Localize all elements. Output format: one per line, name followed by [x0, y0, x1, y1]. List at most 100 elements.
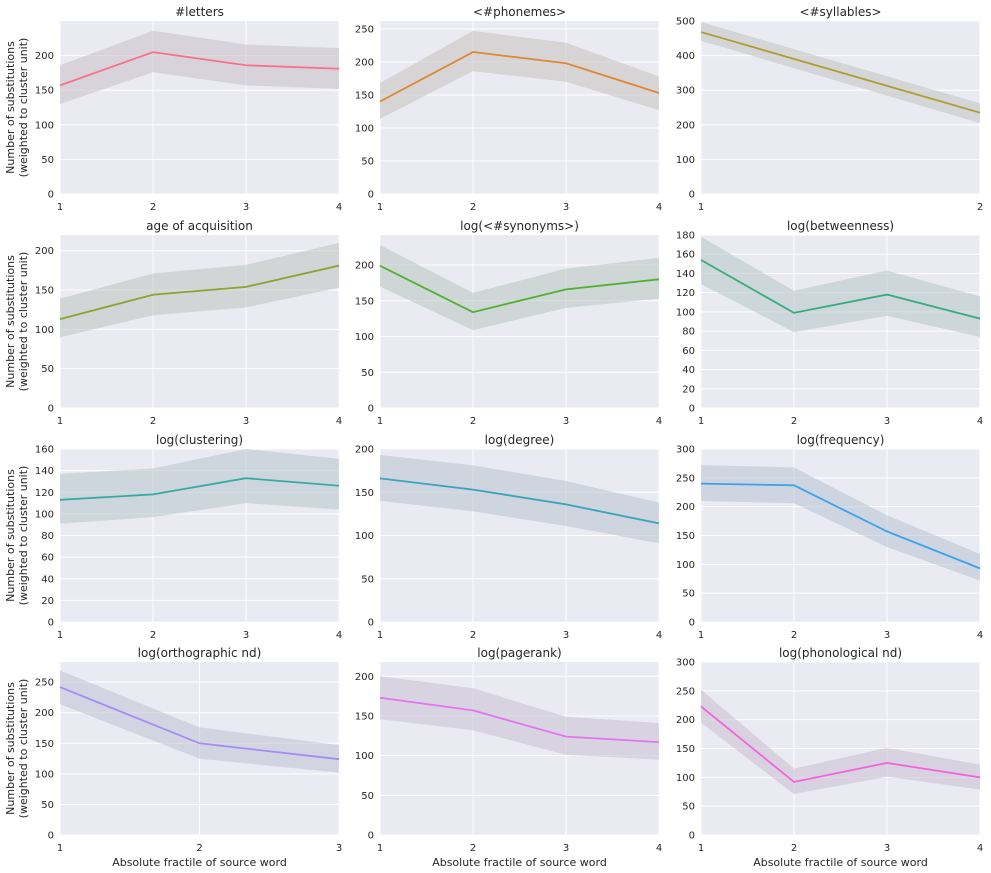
y-axis-label: Number of substitutions: [4, 682, 17, 815]
panel-title: log(pagerank): [477, 646, 561, 660]
x-tick-label: 2: [470, 416, 476, 427]
panel-title: log(<#synonyms>): [460, 219, 579, 233]
x-tick-label: 1: [377, 202, 383, 213]
series-line: [59, 51, 340, 87]
x-tick-label: 2: [150, 416, 156, 427]
panel: 0 50 100 150 200 1 2 3 4 log(<#synonyms>): [355, 219, 662, 427]
confidence-band-shade: [60, 30, 339, 105]
confidence-band-shade: [380, 455, 659, 544]
x-tick-label: 4: [336, 202, 342, 213]
y-tick-label: 140: [35, 466, 54, 477]
x-tick-label: 4: [336, 416, 342, 427]
series-line: [700, 705, 981, 783]
x-tick-label: 4: [977, 630, 983, 641]
series-line: [59, 686, 340, 761]
y-axis-label: (weighted to cluster unit): [17, 679, 30, 819]
x-tick-label: 1: [57, 843, 63, 854]
x-tick-label: 4: [977, 416, 983, 427]
y-tick-label: 200: [35, 51, 54, 62]
x-tick-label: 3: [884, 416, 890, 427]
panel-title: <#phonemes>: [473, 5, 566, 19]
y-tick-label: 200: [676, 120, 695, 131]
y-tick-label: 0: [689, 618, 695, 629]
y-tick-label: 100: [355, 123, 374, 134]
x-tick-label: 1: [698, 202, 704, 213]
x-tick-label: 4: [656, 630, 662, 641]
y-tick-label: 100: [676, 155, 695, 166]
panel-title: log(betweenness): [787, 219, 894, 233]
panel: 0 50 100 150 200 250 1 2 3 4 <#phonemes>: [355, 5, 662, 213]
y-tick-label: 150: [676, 744, 695, 755]
x-tick-label: 3: [243, 202, 249, 213]
y-tick-label: 100: [676, 773, 695, 784]
panel: 0 50 100 150 200 250 300 1 2 3 4 log(phonological n…: [676, 646, 983, 869]
panel: 0 50 100 150 200 1 2 3 4 age of acquisition Number…: [4, 219, 342, 427]
y-tick-label: 200: [355, 445, 374, 456]
y-tick-label: 100: [355, 531, 374, 542]
y-tick-label: 250: [676, 686, 695, 697]
panel: 0 50 100 150 200 1 2 3 4 #letters Number of substi…: [4, 5, 342, 213]
y-tick-label: 200: [355, 57, 374, 68]
y-tick-label: 50: [361, 156, 374, 167]
y-tick-label: 150: [355, 90, 374, 101]
x-tick-label: 3: [884, 843, 890, 854]
series-line: [379, 696, 660, 744]
y-tick-label: 250: [676, 473, 695, 484]
x-tick-label: 1: [377, 843, 383, 854]
y-axis-label: Number of substitutions: [4, 41, 17, 174]
y-tick-label: 20: [682, 384, 695, 395]
x-tick-label: 2: [791, 843, 797, 854]
x-tick-label: 2: [150, 630, 156, 641]
y-tick-label: 0: [368, 618, 374, 629]
x-tick-label: 4: [656, 202, 662, 213]
y-tick-label: 50: [361, 368, 374, 379]
x-tick-label: 2: [977, 202, 983, 213]
y-tick-label: 100: [355, 751, 374, 762]
y-tick-label: 150: [35, 286, 54, 297]
y-tick-label: 150: [676, 531, 695, 542]
y-tick-label: 50: [361, 791, 374, 802]
y-tick-label: 300: [676, 658, 695, 669]
y-tick-label: 40: [41, 574, 54, 585]
y-axis-label: (weighted to cluster unit): [17, 466, 30, 606]
confidence-band-shade: [60, 670, 339, 773]
y-axis-label: Number of substitutions: [4, 469, 17, 602]
y-tick-label: 0: [689, 190, 695, 201]
y-tick-label: 150: [355, 488, 374, 499]
panel-title: log(orthographic nd): [138, 646, 262, 660]
confidence-band-shade: [380, 245, 659, 331]
x-tick-label: 3: [563, 630, 569, 641]
x-tick-label: 4: [977, 843, 983, 854]
panel-title: log(degree): [485, 433, 555, 447]
confidence-band-shade: [380, 30, 659, 119]
panel: 0 20 40 60 80 100 120 140 160 1 2 3 4 log(clustering)…: [4, 433, 342, 641]
y-tick-label: 0: [689, 831, 695, 842]
x-axis-label: Absolute fractile of source word: [753, 856, 928, 869]
y-axis-label: (weighted to cluster unit): [17, 252, 30, 392]
x-tick-label: 3: [563, 202, 569, 213]
y-tick-label: 100: [355, 332, 374, 343]
panel-title: log(frequency): [797, 433, 885, 447]
x-tick-label: 2: [470, 630, 476, 641]
panel-title: #letters: [175, 5, 224, 19]
x-axis-label: Absolute fractile of source word: [112, 856, 287, 869]
panel: 0 50 100 150 200 250 300 1 2 3 4 log(frequency): [676, 433, 983, 641]
panel: 0 50 100 150 200 1 2 3 4 log(pagerank) Absolute fr…: [355, 646, 662, 869]
y-tick-label: 100: [35, 769, 54, 780]
x-tick-label: 4: [336, 630, 342, 641]
x-axis-label: Absolute fractile of source word: [432, 856, 607, 869]
x-tick-label: 3: [563, 843, 569, 854]
y-tick-label: 200: [35, 708, 54, 719]
x-tick-label: 3: [563, 416, 569, 427]
y-tick-label: 0: [48, 618, 54, 629]
y-tick-label: 200: [676, 715, 695, 726]
y-tick-label: 160: [676, 250, 695, 261]
x-tick-label: 3: [243, 630, 249, 641]
x-tick-label: 1: [698, 843, 704, 854]
x-tick-label: 2: [791, 630, 797, 641]
y-tick-label: 250: [355, 24, 374, 35]
y-tick-label: 100: [35, 509, 54, 520]
y-tick-label: 60: [41, 553, 54, 564]
x-tick-label: 1: [698, 630, 704, 641]
